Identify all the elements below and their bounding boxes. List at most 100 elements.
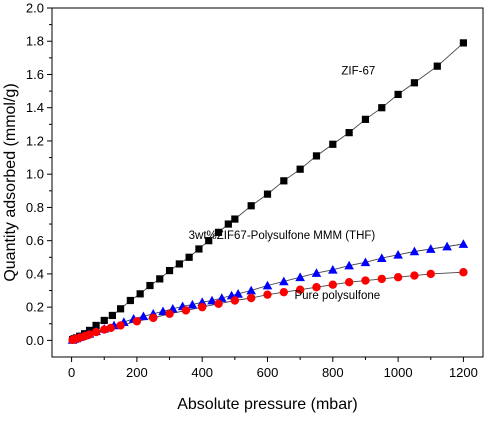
zif67-point bbox=[146, 281, 154, 290]
zif67-point bbox=[280, 177, 288, 185]
plot-frame bbox=[51, 7, 484, 358]
polysulfone-point bbox=[361, 276, 370, 285]
zif67-point bbox=[195, 245, 203, 253]
polysulfone-point bbox=[426, 269, 435, 279]
polysulfone-point bbox=[85, 330, 94, 339]
x-tick-label: 1200 bbox=[449, 365, 478, 380]
mmm-thf-point bbox=[360, 257, 371, 267]
zif67-point bbox=[378, 104, 386, 112]
zif67-point bbox=[175, 260, 183, 268]
y-tick-label: 0.8 bbox=[26, 200, 44, 215]
mmm-thf-point bbox=[458, 239, 469, 248]
mmm-thf-point bbox=[425, 244, 436, 253]
y-tick-label: 0.2 bbox=[26, 300, 44, 315]
y-tick-label: 0.4 bbox=[26, 266, 44, 281]
mmm-thf-point bbox=[207, 295, 217, 305]
polysulfone-point bbox=[295, 285, 305, 294]
mmm-thf-point bbox=[138, 311, 149, 321]
polysulfone-point bbox=[230, 296, 240, 305]
y-tick-label: 1.2 bbox=[26, 133, 44, 148]
y-tick-label: 0.0 bbox=[26, 333, 44, 348]
zif67-point bbox=[205, 237, 213, 245]
x-tick-label: 200 bbox=[126, 365, 148, 380]
zif67-point bbox=[410, 79, 419, 87]
polysulfone-point bbox=[214, 299, 223, 309]
y-tick-label: 0.6 bbox=[26, 233, 44, 248]
y-tick-label: 1.0 bbox=[26, 167, 44, 182]
mmm-thf-point bbox=[344, 260, 354, 270]
polysulfone-point bbox=[132, 317, 142, 326]
x-tick-label: 400 bbox=[191, 365, 213, 380]
series-annotation: ZIF-67 bbox=[341, 65, 375, 77]
zif67-point bbox=[214, 228, 223, 236]
x-tick-label: 0 bbox=[68, 365, 75, 380]
polysulfone-point bbox=[393, 273, 403, 282]
mmm-thf-point bbox=[158, 306, 168, 316]
mmm-thf-point bbox=[442, 241, 452, 251]
mmm-thf-point bbox=[328, 264, 338, 274]
polysulfone-point bbox=[149, 313, 158, 323]
mmm-thf-point bbox=[279, 276, 289, 286]
zif67-point bbox=[126, 296, 134, 305]
polysulfone-point bbox=[263, 290, 272, 299]
zif67-point bbox=[329, 140, 337, 148]
zif67-point bbox=[231, 215, 239, 223]
zif67-point bbox=[100, 316, 108, 325]
zif67-point bbox=[156, 275, 164, 283]
mmm-thf-point bbox=[216, 293, 227, 302]
series-annotation: 3wt%ZIF67-Polysulfone MMM (THF) bbox=[189, 230, 376, 242]
zif67-point bbox=[224, 220, 232, 228]
y-tick-label: 2.0 bbox=[26, 1, 44, 16]
x-axis-label: Absolute pressure (mbar) bbox=[177, 396, 358, 413]
y-tick-label: 1.8 bbox=[26, 34, 44, 49]
y-tick-label: 1.4 bbox=[26, 100, 44, 115]
mmm-thf-point bbox=[376, 253, 387, 262]
polysulfone-point bbox=[344, 278, 354, 287]
polysulfone-point bbox=[181, 306, 191, 315]
mmm-thf-point bbox=[393, 249, 403, 259]
zif67-point bbox=[312, 152, 321, 160]
zif67-point bbox=[185, 253, 193, 261]
zif67-point bbox=[247, 202, 255, 210]
x-tick-label: 1000 bbox=[384, 365, 413, 380]
polysulfone-point bbox=[197, 302, 207, 312]
polysulfone-point bbox=[328, 280, 338, 289]
zif67-point bbox=[165, 266, 174, 275]
zif67-point bbox=[296, 165, 304, 173]
zif67-point bbox=[345, 129, 353, 137]
polysulfone-point bbox=[100, 325, 109, 334]
mmm-thf-point bbox=[295, 272, 305, 282]
zif67-point bbox=[92, 321, 100, 330]
polysulfone-point bbox=[165, 309, 174, 318]
zif67-point bbox=[116, 305, 125, 313]
x-tick-label: 600 bbox=[257, 365, 279, 380]
zif67-point bbox=[136, 290, 144, 298]
x-tick-label: 800 bbox=[322, 365, 344, 380]
polysulfone-point bbox=[246, 293, 256, 303]
zif67-point bbox=[433, 62, 441, 70]
mmm-thf-point bbox=[246, 285, 256, 295]
mmm-thf-point bbox=[409, 246, 420, 256]
polysulfone-point bbox=[116, 321, 125, 330]
polysulfone-point bbox=[459, 268, 468, 277]
polysulfone-point bbox=[91, 327, 101, 337]
axes-group: 0 200 400 600 800 1000 1200 0.0 0.2 0.4 0.6 0.8 1.0 1… bbox=[26, 1, 484, 380]
polysulfone-point bbox=[106, 323, 115, 333]
zif67-point bbox=[459, 39, 468, 47]
polysulfone-point bbox=[410, 271, 419, 280]
mmm-thf-point bbox=[233, 289, 243, 298]
zif67-point bbox=[361, 115, 370, 123]
polysulfone-point bbox=[279, 287, 289, 297]
y-axis-label: Quantity adsorbed (mmol/g) bbox=[2, 83, 19, 281]
y-tick-label: 1.6 bbox=[26, 67, 44, 82]
annotations-group: ZIF-67 3wt%ZIF67-Polysulfone MMM (THF) Pur… bbox=[189, 65, 380, 301]
polysulfone-point bbox=[312, 283, 321, 292]
mmm-thf-point bbox=[311, 268, 322, 277]
series-markers-group bbox=[67, 39, 469, 345]
series-annotation: Pure polysulfone bbox=[294, 290, 380, 302]
mmm-thf-point bbox=[262, 280, 273, 290]
polysulfone-point bbox=[377, 274, 386, 284]
zif67-point bbox=[108, 311, 117, 320]
